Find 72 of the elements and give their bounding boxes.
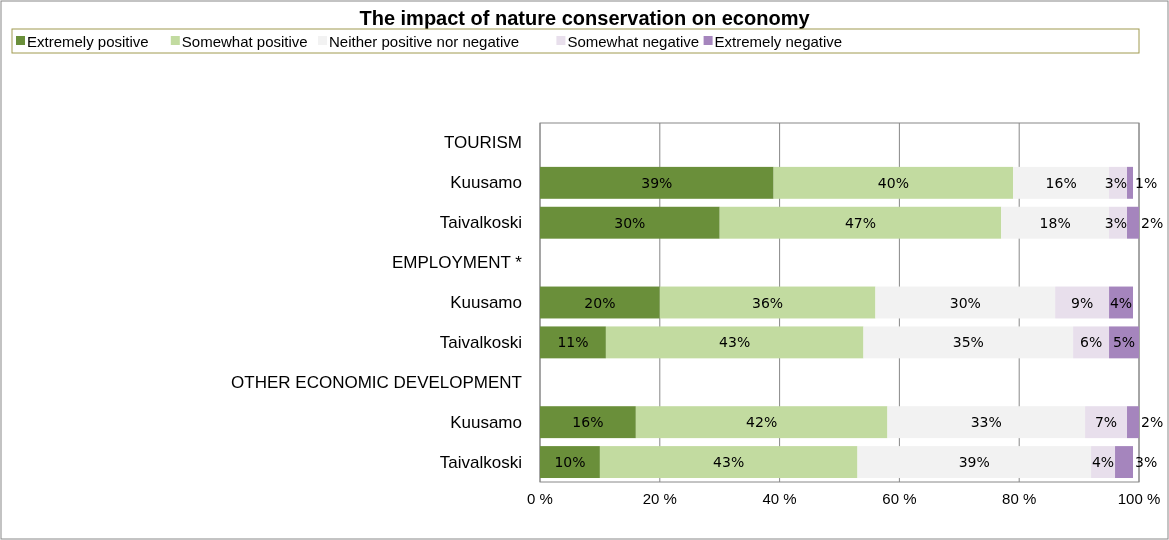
bar — [863, 326, 1074, 359]
data-label: 16% — [572, 414, 604, 431]
data-label: 7% — [1094, 414, 1118, 431]
x-tick-label: 0 % — [527, 489, 553, 507]
data-label: 36% — [752, 294, 784, 311]
bar — [540, 406, 636, 439]
data-label: 43% — [719, 334, 751, 351]
x-tick-label: 100 % — [1117, 489, 1161, 507]
bar — [1085, 406, 1128, 439]
data-label: 11% — [557, 334, 589, 351]
x-tick-label: 40 % — [762, 489, 797, 507]
data-label: 33% — [970, 414, 1002, 431]
x-tick-label: 60 % — [882, 489, 917, 507]
x-tick-label: 20 % — [642, 489, 677, 507]
data-label: 40% — [877, 174, 909, 191]
y-tick-label: Taivalkoski — [439, 332, 522, 352]
bar — [857, 446, 1092, 479]
data-label: 16% — [1045, 174, 1077, 191]
bar — [1127, 206, 1139, 239]
y-tick-label: OTHER ECONOMIC DEVELOPMENT — [231, 372, 522, 392]
data-label: 18% — [1039, 214, 1071, 231]
y-tick-label: EMPLOYMENT * — [391, 253, 523, 273]
y-tick-label: Kuusamo — [450, 293, 522, 312]
bar — [635, 406, 888, 439]
data-label: 5% — [1112, 334, 1136, 351]
bar — [605, 326, 864, 359]
bar — [540, 206, 720, 239]
y-tick-label: Taivalkoski — [439, 213, 522, 233]
data-label: 1% — [1135, 174, 1158, 191]
bar — [540, 166, 774, 199]
data-label: 3% — [1135, 454, 1158, 471]
bar — [773, 166, 1014, 199]
bar — [540, 326, 606, 359]
data-label: 4% — [1109, 294, 1133, 311]
data-label: 30% — [614, 214, 646, 231]
data-label: 39% — [641, 174, 673, 191]
legend-label: Extremely positive — [27, 32, 149, 50]
bar — [659, 286, 876, 319]
chart-title: The impact of nature conservation on economy — [359, 7, 811, 29]
bar — [1127, 406, 1139, 439]
data-label: 3% — [1104, 214, 1128, 231]
bar — [719, 206, 1002, 239]
legend-label: Somewhat positive — [181, 32, 308, 50]
legend-label: Neither positive nor negative — [329, 32, 520, 50]
bar — [540, 286, 660, 319]
data-label: 35% — [952, 334, 984, 351]
data-label: 2% — [1141, 414, 1164, 431]
bar — [1127, 166, 1134, 199]
legend-label: Extremely negative — [714, 32, 843, 50]
data-label: 3% — [1104, 174, 1128, 191]
data-label: 47% — [844, 214, 877, 231]
bar — [875, 286, 1056, 319]
bar — [540, 446, 600, 479]
bar — [1115, 446, 1134, 479]
bar — [599, 446, 858, 479]
data-label: 43% — [713, 454, 745, 471]
legend-label: Somewhat negative — [567, 32, 700, 50]
data-label: 2% — [1141, 214, 1164, 231]
data-label: 42% — [746, 414, 778, 431]
data-label: 4% — [1091, 454, 1115, 471]
y-tick-label: Taivalkoski — [439, 452, 522, 472]
y-tick-label: Kuusamo — [450, 173, 522, 193]
data-label: 39% — [958, 454, 990, 471]
data-label: 9% — [1070, 294, 1094, 311]
bar — [887, 406, 1086, 439]
x-tick-label: 80 % — [1002, 489, 1037, 507]
y-tick-label: Kuusamo — [450, 412, 522, 432]
data-label: 6% — [1079, 334, 1103, 351]
data-label: 10% — [554, 454, 586, 471]
data-label: 30% — [949, 294, 981, 311]
data-label: 20% — [584, 294, 616, 311]
y-tick-label: TOURISM — [443, 133, 522, 153]
